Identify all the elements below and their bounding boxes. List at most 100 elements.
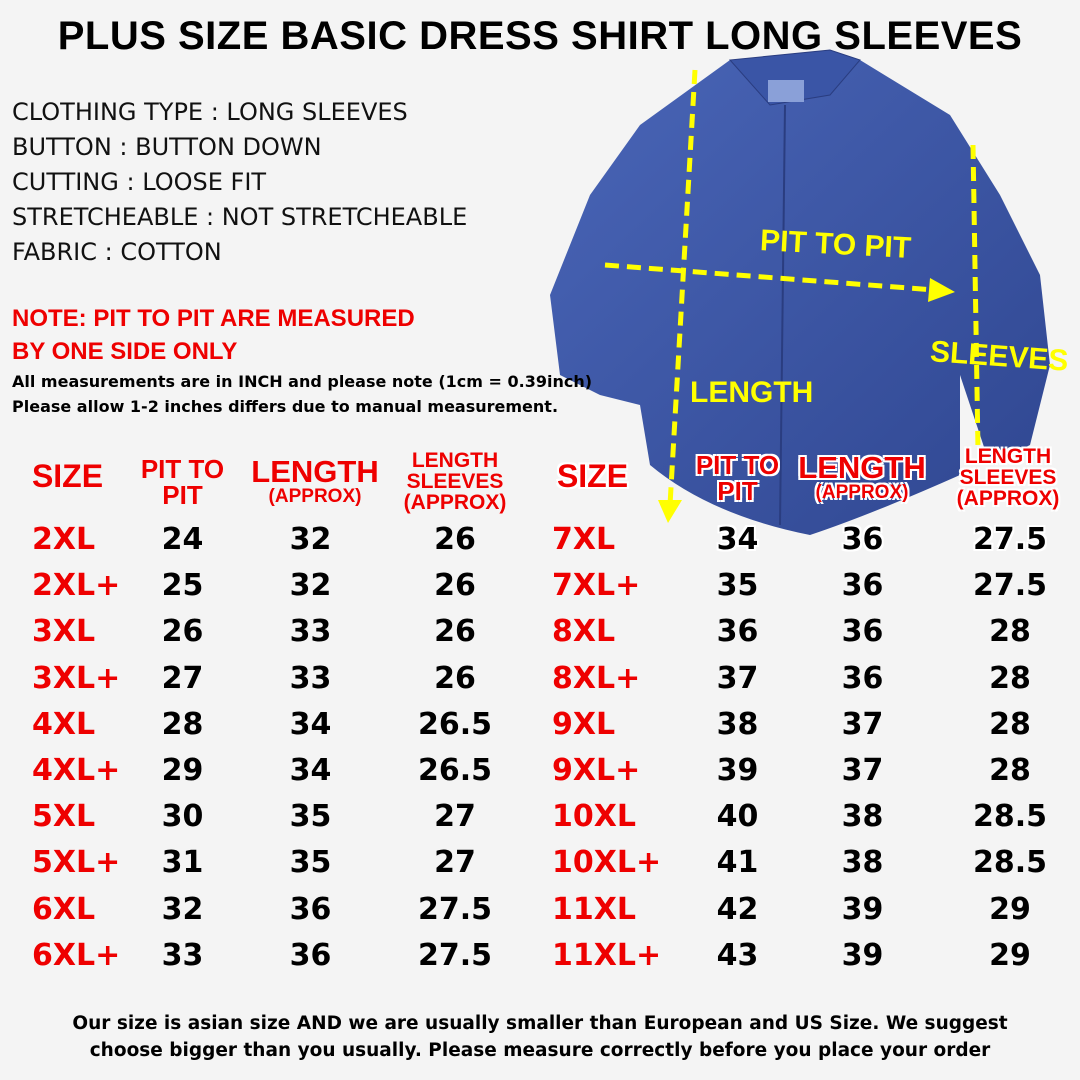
header-length-right: LENGTH (APPROX) bbox=[797, 452, 927, 502]
cell-sleeves: 26 bbox=[434, 660, 476, 696]
note-line-2: BY ONE SIDE ONLY bbox=[12, 338, 238, 365]
cell-pit: 24 bbox=[161, 522, 204, 557]
cell-sleeves: 29 bbox=[989, 891, 1031, 927]
header-pit-right: PIT TO PIT bbox=[685, 452, 790, 504]
header-length-left: LENGTH (APPROX) bbox=[250, 456, 380, 506]
cell-length: 37 bbox=[841, 706, 884, 742]
cell-pit: 34 bbox=[716, 522, 759, 557]
footer-line-2: choose bigger than you usually. Please m… bbox=[89, 1040, 991, 1061]
cell-size: 2XL+ bbox=[32, 568, 121, 604]
cell-pit: 37 bbox=[716, 660, 759, 696]
cell-sleeves: 26 bbox=[434, 522, 476, 557]
sleeves-arrow bbox=[970, 144, 981, 451]
cell-pit: 36 bbox=[716, 614, 759, 650]
cell-pit: 25 bbox=[161, 568, 204, 604]
cell-sleeves: 29 bbox=[989, 937, 1031, 973]
cell-length: 33 bbox=[289, 660, 332, 696]
cell-size: 11XL bbox=[552, 891, 636, 927]
header-sleeves-right: LENGTH SLEEVES (APPROX) bbox=[948, 446, 1068, 509]
cell-length: 36 bbox=[841, 568, 884, 604]
cell-size: 5XL+ bbox=[32, 845, 121, 881]
length-label: LENGTH bbox=[690, 376, 814, 409]
cell-size: 9XL bbox=[552, 706, 616, 742]
cell-length: 36 bbox=[841, 522, 884, 557]
cell-pit: 41 bbox=[716, 845, 759, 881]
info-line-1: All measurements are in INCH and please … bbox=[12, 372, 593, 391]
cell-pit: 33 bbox=[161, 937, 204, 973]
cell-length: 32 bbox=[289, 522, 332, 557]
header-pit-1: PIT TO bbox=[140, 454, 225, 484]
cell-sleeves: 28 bbox=[989, 753, 1031, 788]
note-line-1: NOTE: PIT TO PIT ARE MEASURED bbox=[12, 305, 415, 332]
cell-length: 34 bbox=[289, 706, 332, 742]
cell-sleeves: 26 bbox=[434, 614, 476, 650]
header-length: LENGTH bbox=[798, 450, 926, 485]
cell-pit: 39 bbox=[716, 753, 759, 788]
cell-sleeves: 28.5 bbox=[972, 845, 1048, 881]
shirt-placket bbox=[779, 104, 786, 526]
cell-length: 32 bbox=[289, 568, 332, 604]
header-sleeves-2: SLEEVES bbox=[959, 466, 1057, 489]
cell-pit: 28 bbox=[161, 706, 204, 742]
cell-sleeves: 27 bbox=[434, 845, 476, 881]
cell-length: 38 bbox=[841, 799, 884, 835]
spec-cutting: CUTTING : LOOSE FIT bbox=[12, 168, 267, 196]
length-arrowhead-icon bbox=[658, 500, 682, 523]
cell-length: 33 bbox=[289, 614, 332, 650]
page-title: PLUS SIZE BASIC DRESS SHIRT LONG SLEEVES bbox=[57, 14, 1023, 58]
cell-size: 2XL bbox=[32, 522, 96, 557]
cell-pit: 42 bbox=[716, 891, 759, 927]
shirt-image bbox=[550, 49, 1050, 535]
spec-stretch: STRETCHEABLE : NOT STRETCHEABLE bbox=[12, 203, 468, 231]
cell-size: 5XL bbox=[32, 799, 96, 835]
cell-size: 6XL bbox=[32, 891, 96, 927]
cell-size: 7XL bbox=[552, 522, 616, 557]
cell-sleeves: 28 bbox=[989, 660, 1031, 696]
header-sleeves-3: (APPROX) bbox=[403, 491, 507, 514]
cell-pit: 29 bbox=[161, 753, 204, 788]
cell-size: 9XL+ bbox=[552, 753, 641, 788]
cell-length: 35 bbox=[289, 799, 332, 835]
header-length-sub: (APPROX) bbox=[268, 486, 362, 507]
header-sleeves-1: LENGTH bbox=[411, 449, 499, 472]
info-line-2: Please allow 1-2 inches differs due to m… bbox=[12, 397, 559, 416]
cell-sleeves: 28.5 bbox=[972, 799, 1048, 835]
cell-length: 39 bbox=[841, 891, 884, 927]
length-arrow bbox=[667, 69, 698, 506]
cell-size: 10XL bbox=[552, 799, 636, 835]
cell-length: 36 bbox=[841, 614, 884, 650]
cell-length: 39 bbox=[841, 937, 884, 973]
cell-size: 6XL+ bbox=[32, 937, 121, 973]
header-length-sub: (APPROX) bbox=[815, 482, 909, 503]
spec-clothing-type: CLOTHING TYPE : LONG SLEEVES bbox=[12, 98, 408, 126]
cell-sleeves: 26.5 bbox=[417, 706, 493, 742]
footer-line-1: Our size is asian size AND we are usuall… bbox=[72, 1013, 1008, 1034]
cell-pit: 43 bbox=[716, 937, 759, 973]
cell-size: 4XL+ bbox=[32, 753, 121, 788]
cell-size: 3XL bbox=[32, 614, 96, 650]
header-sleeves-2: SLEEVES bbox=[406, 470, 504, 493]
cell-pit: 35 bbox=[716, 568, 759, 604]
header-size-right: SIZE bbox=[556, 458, 629, 494]
footer-note: Our size is asian size AND we are usuall… bbox=[0, 1010, 1080, 1064]
cell-pit: 26 bbox=[161, 614, 204, 650]
cell-length: 36 bbox=[289, 891, 332, 927]
cell-size: 8XL+ bbox=[552, 660, 641, 696]
header-sleeves-3: (APPROX) bbox=[956, 487, 1060, 510]
header-pit-left: PIT TO PIT bbox=[130, 456, 235, 508]
cell-pit: 40 bbox=[716, 799, 759, 835]
cell-sleeves: 26 bbox=[434, 568, 476, 604]
header-length: LENGTH bbox=[251, 454, 379, 489]
cell-pit: 31 bbox=[161, 845, 204, 881]
cell-length: 38 bbox=[841, 845, 884, 881]
cell-pit: 38 bbox=[716, 706, 759, 742]
spec-button: BUTTON : BUTTON DOWN bbox=[12, 133, 322, 161]
pit-to-pit-arrow bbox=[604, 262, 936, 293]
header-sleeves-1: LENGTH bbox=[964, 445, 1052, 468]
header-size-left: SIZE bbox=[31, 458, 104, 494]
cell-size: 4XL bbox=[32, 706, 96, 742]
pit-arrowhead-icon bbox=[928, 278, 955, 302]
shirt-collar bbox=[728, 49, 861, 106]
cell-sleeves: 28 bbox=[989, 614, 1031, 650]
cell-length: 36 bbox=[289, 937, 332, 973]
